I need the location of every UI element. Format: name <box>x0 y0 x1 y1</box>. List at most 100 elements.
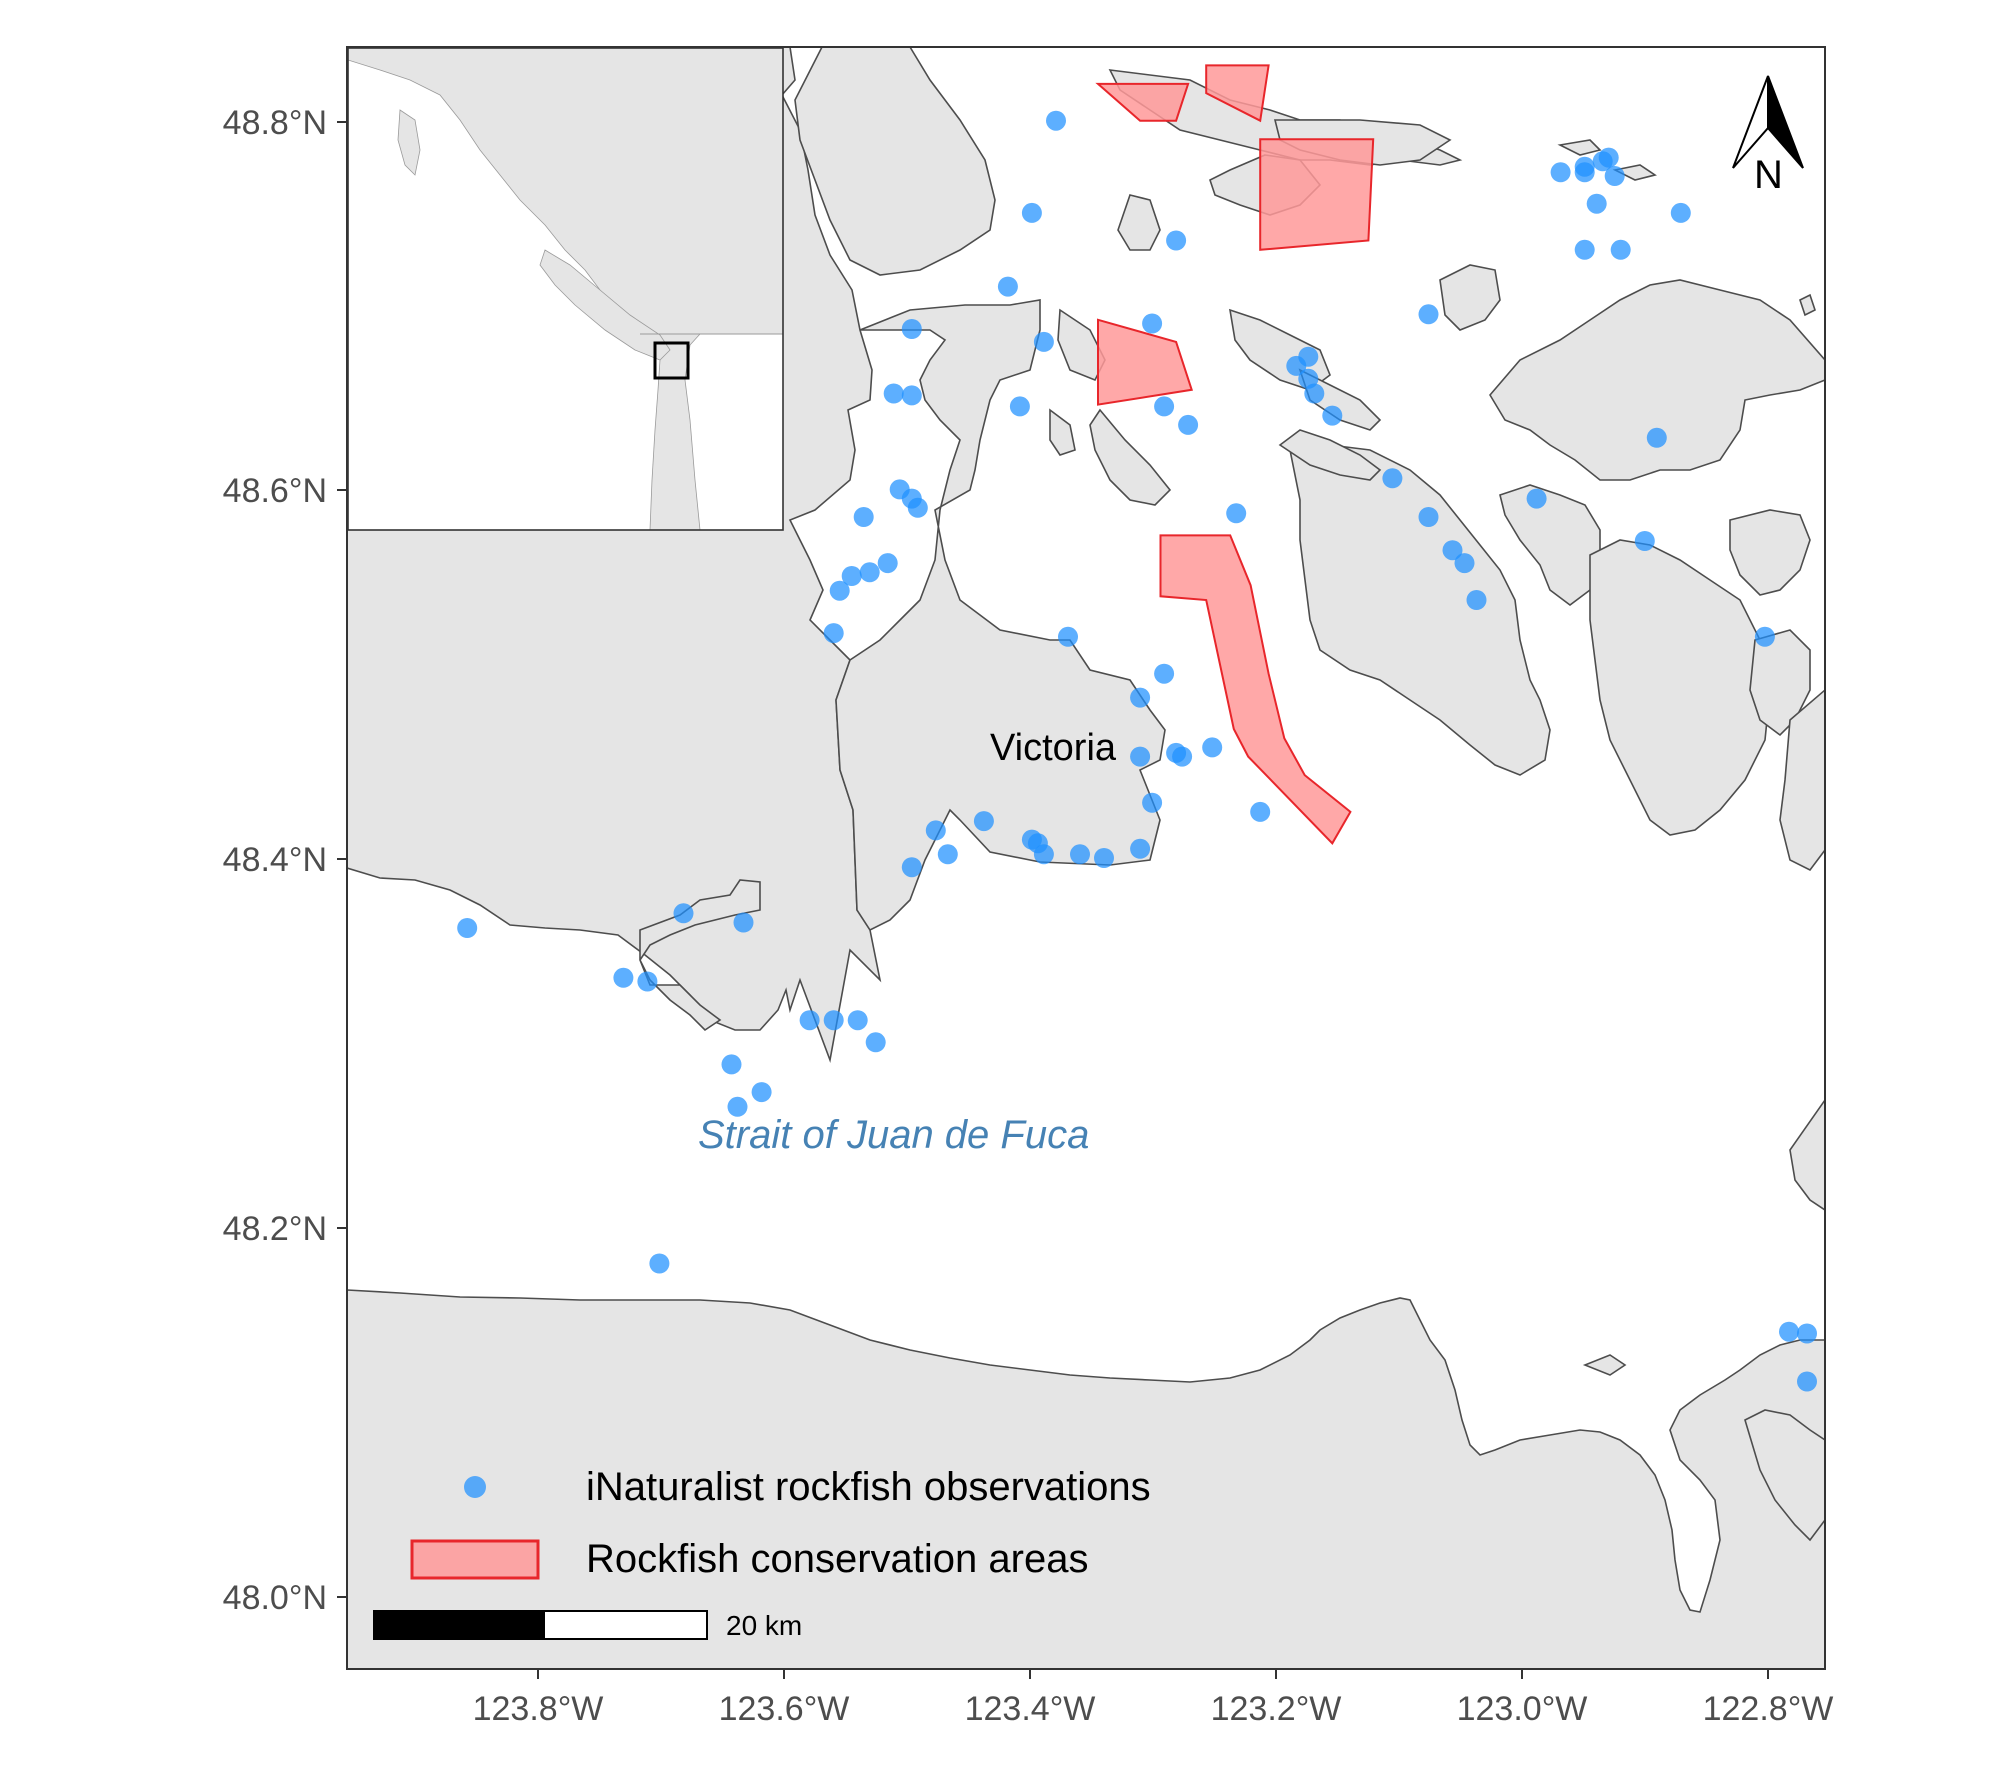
observation-point <box>1598 147 1619 168</box>
observation-point <box>1021 202 1042 223</box>
place-label-victoria: Victoria <box>990 727 1117 769</box>
observation-point <box>637 971 658 992</box>
observation-point <box>1797 1323 1817 1344</box>
observation-point <box>1202 737 1223 758</box>
observation-point <box>1550 162 1571 183</box>
observation-point <box>901 319 922 339</box>
legend-polygon-icon <box>410 1539 540 1580</box>
d-arcy-island <box>1057 308 1106 382</box>
observation-point <box>1130 687 1151 708</box>
legend-item-observations: iNaturalist rockfish observations <box>586 1465 1151 1509</box>
small-island-ne3 <box>1799 293 1816 317</box>
observation-point <box>1454 553 1475 574</box>
observation-point <box>613 967 634 988</box>
observations-layer <box>457 110 1817 1392</box>
conservation-area-3 <box>1259 138 1375 251</box>
legend-item-conservation-areas: Rockfish conservation areas <box>586 1537 1088 1581</box>
observation-point <box>901 385 922 406</box>
orcas-island <box>1489 279 1825 481</box>
observation-point <box>1418 304 1439 325</box>
observation-point <box>1033 844 1054 865</box>
observation-point <box>829 580 850 601</box>
x-tick-label: 123.0°W <box>1457 1690 1588 1728</box>
lopez-island <box>1589 539 1771 836</box>
scale-bar: 20 km <box>373 1610 802 1641</box>
observation-point <box>799 1010 820 1031</box>
scale-bar-dark-segment <box>373 1610 545 1640</box>
observation-point <box>1046 110 1066 131</box>
observation-point <box>853 507 874 527</box>
observation-point <box>1250 801 1271 822</box>
observation-point <box>859 562 880 583</box>
conservation-area-5 <box>1205 64 1270 123</box>
observation-point <box>997 276 1018 297</box>
observation-point <box>1670 202 1691 223</box>
observation-point <box>1154 396 1175 417</box>
observation-point <box>901 857 922 878</box>
san-juan-island <box>1289 444 1551 776</box>
inset-haida-gwaii <box>397 109 421 176</box>
moresby-island <box>1117 194 1161 251</box>
observation-point <box>937 844 958 865</box>
observation-point <box>847 1010 868 1031</box>
north-arrow: N <box>1732 75 1804 197</box>
observation-point <box>1172 746 1193 767</box>
observation-point <box>877 553 898 574</box>
observation-point <box>751 1082 772 1103</box>
indian-island <box>1582 1354 1627 1376</box>
observation-point <box>733 912 754 933</box>
observation-point <box>865 1032 886 1053</box>
observation-point <box>1322 405 1343 426</box>
observation-point <box>1466 590 1487 610</box>
north-arrow-label: N <box>1754 153 1783 197</box>
observation-point <box>1526 488 1547 509</box>
map-panel: Victoria Strait of Juan de Fuca N iNatur… <box>347 47 1825 1669</box>
observation-point <box>1574 162 1595 183</box>
stuart-island <box>1278 429 1382 481</box>
observation-point <box>1442 540 1463 561</box>
observation-point <box>1779 1321 1799 1342</box>
sooke-peninsula <box>639 879 761 1032</box>
observation-point <box>721 1054 742 1075</box>
observation-point <box>1610 239 1631 260</box>
whidbey-tip <box>1789 1098 1825 1211</box>
x-tick-label: 123.8°W <box>473 1690 604 1728</box>
observation-point <box>1634 531 1655 551</box>
observation-point <box>1797 1371 1817 1392</box>
conservation-areas-layer <box>1095 64 1375 845</box>
observation-point <box>1094 848 1114 868</box>
y-axis: 48.8°N 48.6°N 48.4°N 48.2°N 48.0°N <box>223 104 347 1617</box>
observation-point <box>841 566 862 586</box>
inset-map <box>347 47 784 531</box>
observation-point <box>1574 239 1595 260</box>
x-tick-label: 123.2°W <box>1211 1690 1342 1728</box>
water-label-strait: Strait of Juan de Fuca <box>698 1113 1089 1157</box>
observation-point <box>1298 346 1319 367</box>
land-layer <box>347 47 1825 1669</box>
observation-point <box>973 811 994 832</box>
observation-point <box>1304 383 1325 404</box>
observation-point <box>1382 468 1403 489</box>
observation-point <box>1070 844 1090 865</box>
y-tick-label: 48.8°N <box>223 104 327 142</box>
x-axis: 123.8°W 123.6°W 123.4°W 123.2°W 123.0°W … <box>473 1669 1833 1728</box>
y-tick-label: 48.6°N <box>223 472 327 510</box>
north-arrow-fill-icon <box>1767 75 1804 169</box>
observation-point <box>1226 503 1247 524</box>
salt-spring-island <box>794 47 996 276</box>
observation-point <box>1754 626 1775 647</box>
observation-point <box>1646 427 1667 448</box>
james-island <box>1049 408 1076 456</box>
observation-point <box>1009 396 1030 417</box>
observation-point <box>649 1253 670 1274</box>
observation-point <box>457 918 478 938</box>
inset-vancouver-island <box>539 249 671 361</box>
observation-point <box>1154 663 1175 684</box>
x-tick-label: 123.6°W <box>719 1690 850 1728</box>
observation-point <box>823 1010 844 1031</box>
observation-point <box>823 623 844 644</box>
small-island-ne2 <box>1612 164 1657 181</box>
conservation-area-1 <box>1159 534 1352 845</box>
y-tick-label: 48.0°N <box>223 1579 327 1617</box>
